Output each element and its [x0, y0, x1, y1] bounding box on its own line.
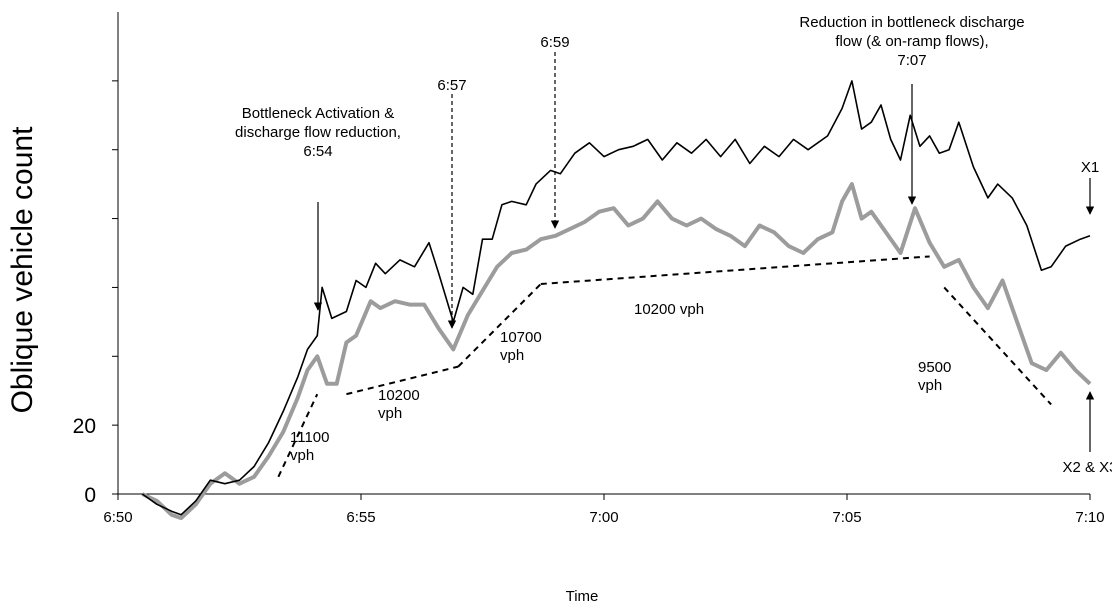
y-tick-label: 0 — [84, 484, 96, 507]
annotation-label: X2 & X3 — [1062, 459, 1112, 476]
series-line-x1 — [141, 80, 1091, 516]
rate-line — [943, 286, 1052, 406]
annotation-label: Reduction in bottleneck discharge flow (&… — [799, 14, 1024, 69]
rate-line — [540, 255, 930, 285]
rate-line — [277, 393, 319, 478]
x-tick-label: 7:10 — [1075, 509, 1104, 526]
rate-line — [346, 365, 459, 396]
rate-label: 10200 vph — [634, 301, 704, 318]
x-tick-label: 7:00 — [589, 509, 618, 526]
x-tick-label: 6:50 — [103, 509, 132, 526]
rate-lines: 11100 vph 10200 vph 10700 vph 10200 vph 9500 vph — [277, 255, 1052, 478]
y-axis-label: Oblique vehicle count — [6, 126, 39, 414]
rate-label: 10200 vph — [378, 387, 420, 422]
rate-line — [457, 283, 542, 368]
annotation-label: Bottleneck Activation & discharge flow re… — [235, 105, 401, 160]
x-axis-label: Time — [566, 588, 599, 605]
annotation-label: 6:57 — [437, 77, 466, 94]
rate-label: 10700 vph — [500, 329, 542, 364]
series-layer — [141, 80, 1092, 521]
annotations: Bottleneck Activation & discharge flow re… — [235, 14, 1112, 476]
axes: 0 20 6:50 6:55 7:00 7:05 7:10 — [73, 12, 1105, 526]
x-tick-label: 6:55 — [346, 509, 375, 526]
rate-label: 9500 vph — [918, 359, 951, 394]
series-line-x2-x3 — [141, 182, 1092, 521]
x-tick-label: 7:05 — [832, 509, 861, 526]
annotation-label: X1 — [1081, 159, 1099, 176]
rate-label: 11100 vph — [290, 429, 330, 464]
annotation-label: 6:59 — [540, 34, 569, 51]
y-tick-label: 20 — [73, 415, 96, 438]
